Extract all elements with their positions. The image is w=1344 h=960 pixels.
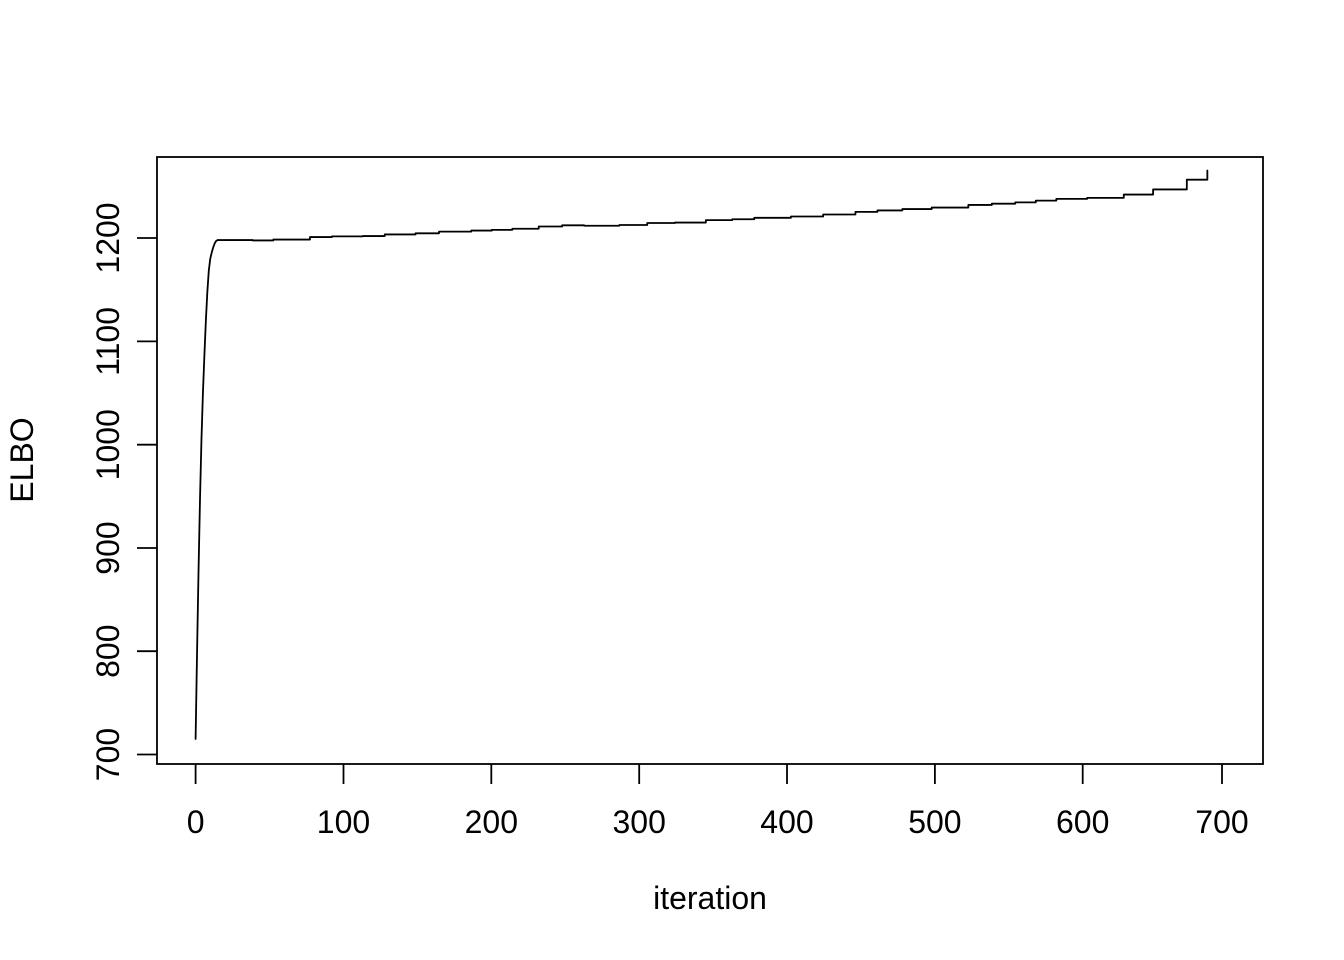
svg-text:900: 900 bbox=[90, 521, 126, 574]
svg-text:400: 400 bbox=[760, 804, 813, 840]
svg-text:0: 0 bbox=[187, 804, 205, 840]
svg-text:100: 100 bbox=[317, 804, 370, 840]
svg-text:200: 200 bbox=[465, 804, 518, 840]
svg-text:800: 800 bbox=[90, 625, 126, 678]
svg-text:300: 300 bbox=[613, 804, 666, 840]
svg-text:1200: 1200 bbox=[90, 202, 126, 273]
svg-text:iteration: iteration bbox=[653, 880, 767, 916]
svg-text:1100: 1100 bbox=[90, 307, 126, 376]
svg-text:500: 500 bbox=[908, 804, 961, 840]
svg-text:ELBO: ELBO bbox=[4, 417, 40, 502]
svg-text:700: 700 bbox=[90, 728, 126, 781]
svg-text:700: 700 bbox=[1195, 804, 1248, 840]
svg-text:1000: 1000 bbox=[90, 409, 126, 480]
svg-text:600: 600 bbox=[1056, 804, 1109, 840]
